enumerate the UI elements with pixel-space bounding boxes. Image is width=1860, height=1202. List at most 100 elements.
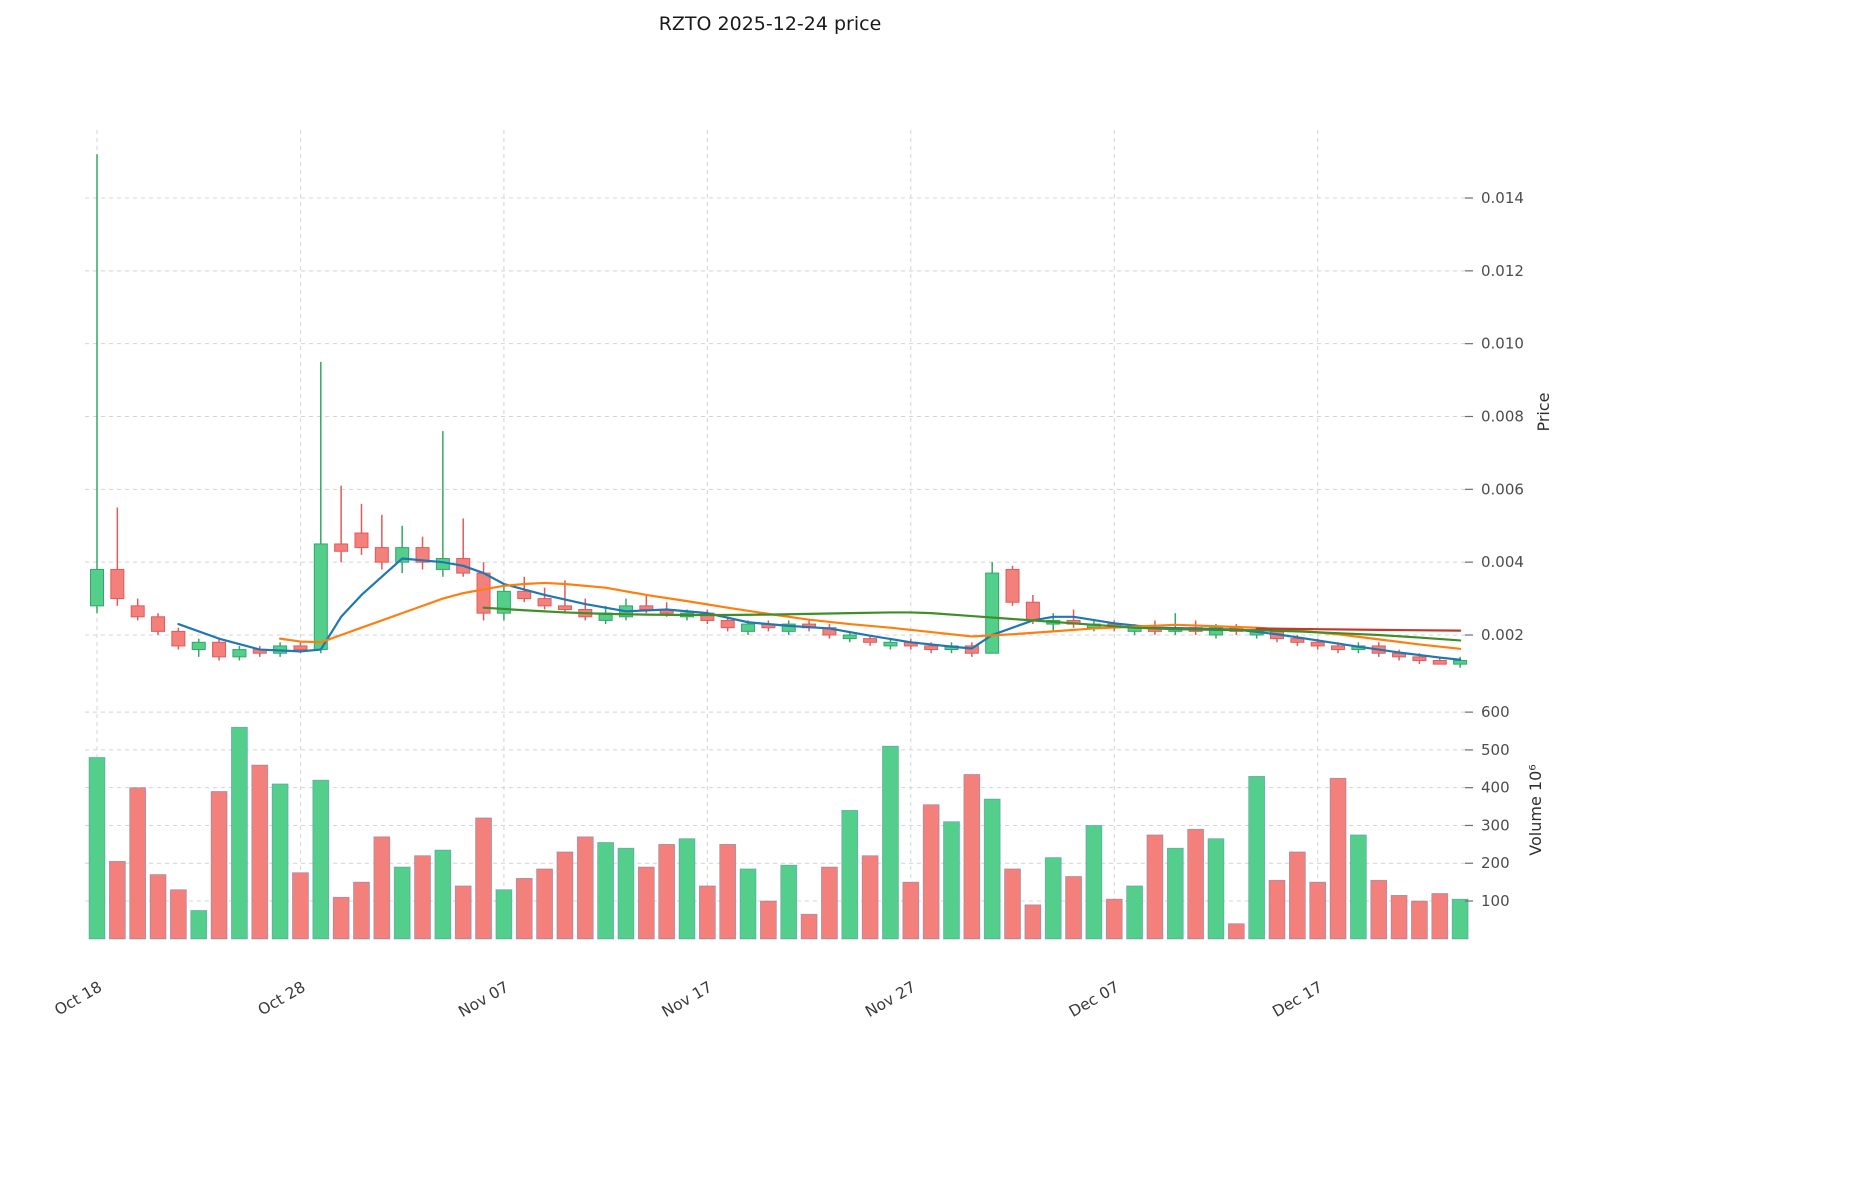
volume-bar [719,843,737,940]
gridlines [85,130,1465,939]
volume-bar [1105,898,1123,940]
volume-bar [1268,879,1286,940]
volume-bar [414,855,431,940]
x-tick-label: Nov 27 [862,978,919,1021]
volume-tick-label: 500 [1481,741,1510,759]
candle-body [334,543,349,552]
volume-bar [1451,898,1469,940]
volume-bar [841,809,859,940]
x-tick-label: Dec 07 [1066,978,1122,1021]
candle-body [232,649,247,658]
volume-bar [170,889,187,940]
volume-bar [597,842,614,940]
volume-bar [434,849,452,940]
candle-body [883,641,898,647]
chart-title: RZTO 2025-12-24 price [659,13,882,35]
volume-bar [1207,838,1225,940]
volume-bar [149,874,167,940]
candle-body [639,605,654,611]
candle-body [1208,627,1223,636]
candle-body [212,641,227,658]
volume-bars-group [88,726,1469,940]
volume-bar [1004,868,1021,940]
candle-body [90,568,104,607]
candle-body [557,605,572,611]
volume-bar [882,745,899,940]
volume-bar [658,843,676,940]
volume-tick-label: 100 [1481,892,1510,910]
candle-body [1331,645,1346,651]
volume-bar [190,910,208,940]
volume-bar [963,774,981,940]
volume-bar [861,855,879,940]
candle-body [924,645,939,651]
volume-bar [1411,900,1428,940]
volume-bar [1146,834,1164,940]
candle-body [374,547,389,563]
volume-bar [1065,876,1082,940]
volume-bar [1431,893,1449,940]
volume-bar [88,757,106,940]
volume-bar [1024,904,1042,940]
volume-tick-label: 200 [1481,854,1510,872]
candle-body [1453,659,1468,665]
candle-body [517,590,532,600]
volume-bar [556,851,574,940]
price-tick-label: 0.010 [1481,335,1524,353]
candle-body [863,638,878,643]
candle-body [415,547,430,563]
volume-bar [1390,895,1408,940]
volume-bar [739,868,757,940]
volume-tick-label: 400 [1481,779,1510,797]
volume-bar [943,821,960,940]
candle-body [354,532,369,549]
ma-line-MA5 [177,557,1462,661]
volume-bar [373,836,391,940]
price-tick-label: 0.008 [1481,407,1524,425]
volume-bar [1370,879,1388,940]
volume-axis-label: Volume 10⁶ [1526,764,1545,855]
candle-body [171,630,186,647]
volume-bar [1187,828,1204,940]
x-tick-label: Nov 07 [455,978,512,1021]
candle-body [985,572,1000,654]
x-tick-label: Nov 17 [659,978,716,1021]
price-tick-label: 0.006 [1481,480,1524,498]
volume-tick-label: 300 [1481,816,1510,834]
volume-bar [760,900,777,940]
candle-body [313,543,328,651]
candle-body [720,619,735,629]
volume-bar [454,885,472,940]
volume-bar [292,872,309,940]
volume-bar [902,881,920,940]
price-tick-label: 0.012 [1481,262,1524,280]
volume-bar [922,804,940,940]
volume-bar [108,861,126,940]
volume-bar [821,866,838,940]
volume-bar [1350,834,1367,940]
x-tick-label: Oct 18 [51,978,105,1019]
candle-body [1005,568,1020,603]
volume-bar [271,783,289,940]
candle-body [110,568,125,600]
candles-group [90,154,1468,668]
candle-body [1025,601,1040,621]
price-axis-label: Price [1534,392,1553,431]
volume-bar [231,726,248,940]
candle-body [1310,641,1325,647]
ma-line-MA10 [279,581,1462,650]
ma-line-MA20 [482,606,1462,642]
moving-averages-group [177,557,1462,661]
x-tick-label: Oct 28 [255,978,309,1019]
volume-bar [1044,857,1062,940]
x-tick-label: Dec 17 [1269,978,1325,1021]
volume-bar [353,881,370,940]
volume-bar [678,838,696,940]
price-tick-label: 0.014 [1481,189,1524,207]
volume-bar [393,866,411,940]
volume-bar [129,787,147,940]
volume-bar [332,896,350,940]
ma-line-MA60 [1255,627,1462,632]
